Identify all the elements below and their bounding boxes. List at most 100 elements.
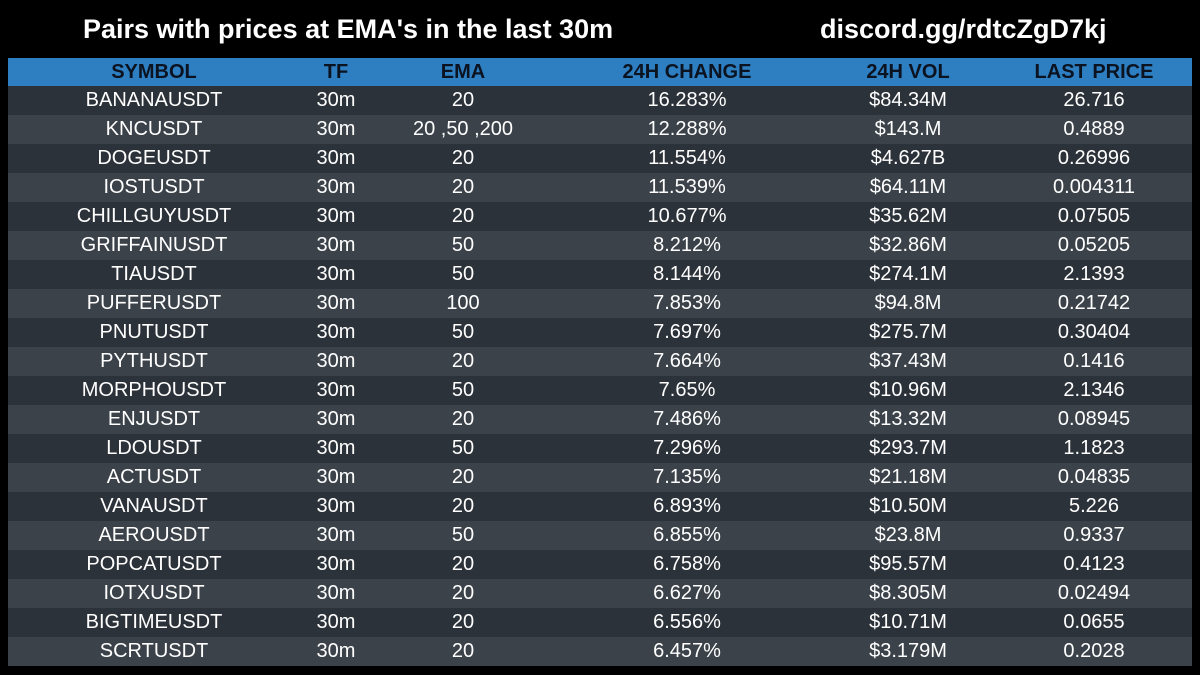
ema-cell: 20 — [451, 350, 475, 372]
symbol-cell: MORPHOUSDT — [81, 379, 227, 401]
tf-cell: 30m — [316, 147, 356, 169]
ema-cell: 20 — [451, 205, 475, 227]
ema-cell: 20 — [451, 176, 475, 198]
symbol-cell: IOTXUSDT — [103, 582, 205, 604]
price-cell: 0.004311 — [1053, 176, 1135, 198]
price-cell: 0.26996 — [1057, 147, 1131, 169]
discord-invite-link[interactable]: discord.gg/rdtcZgD7kj — [820, 14, 1107, 44]
symbol-cell: DOGEUSDT — [97, 147, 211, 169]
price-cell: 0.04835 — [1057, 466, 1131, 488]
symbol-cell: CHILLGUYUSDT — [76, 205, 232, 227]
change-cell: 6.893% — [653, 495, 721, 517]
volume-cell: $64.11M — [869, 176, 947, 198]
price-cell: 2.1393 — [1063, 263, 1125, 285]
table-row: BIGTIMEUSDT 30m 20 6.556% $10.71M 0.0655 — [8, 608, 1192, 637]
tf-cell: 30m — [316, 611, 356, 633]
tf-cell: 30m — [316, 89, 356, 111]
volume-cell: $35.62M — [869, 205, 947, 227]
table-row: TIAUSDT 30m 50 8.144% $274.1M 2.1393 — [8, 260, 1192, 289]
symbol-cell: KNCUSDT — [105, 118, 203, 140]
symbol-cell: ACTUSDT — [106, 466, 202, 488]
volume-cell: $4.627B — [870, 147, 946, 169]
tf-cell: 30m — [316, 234, 356, 256]
table-header-row: SYMBOL TF EMA 24H CHANGE 24H VOL LAST PR… — [8, 58, 1192, 86]
tf-cell: 30m — [316, 408, 356, 430]
change-cell: 8.212% — [653, 234, 721, 256]
symbol-cell: PUFFERUSDT — [86, 292, 222, 314]
volume-cell: $275.7M — [869, 321, 947, 343]
tf-cell: 30m — [316, 553, 356, 575]
table-row: IOSTUSDT 30m 20 11.539% $64.11M 0.004311 — [8, 173, 1192, 202]
symbol-cell: ENJUSDT — [107, 408, 201, 430]
symbol-cell: LDOUSDT — [106, 437, 202, 459]
symbol-cell: IOSTUSDT — [103, 176, 205, 198]
tf-cell: 30m — [316, 350, 356, 372]
ema-cell: 20 — [451, 89, 475, 111]
volume-cell: $21.18M — [869, 466, 947, 488]
table-row: IOTXUSDT 30m 20 6.627% $8.305M 0.02494 — [8, 579, 1192, 608]
column-header-tf: TF — [323, 60, 349, 83]
volume-cell: $10.96M — [869, 379, 947, 401]
table-row: LDOUSDT 30m 50 7.296% $293.7M 1.1823 — [8, 434, 1192, 463]
tf-cell: 30m — [316, 118, 356, 140]
change-cell: 7.135% — [653, 466, 721, 488]
column-header-ema: EMA — [440, 60, 486, 83]
table-row: GRIFFAINUSDT 30m 50 8.212% $32.86M 0.05205 — [8, 231, 1192, 260]
volume-cell: $10.50M — [869, 495, 947, 517]
price-cell: 0.4889 — [1063, 118, 1125, 140]
price-cell: 0.08945 — [1057, 408, 1131, 430]
table-row: DOGEUSDT 30m 20 11.554% $4.627B 0.26996 — [8, 144, 1192, 173]
tf-cell: 30m — [316, 176, 356, 198]
ema-cell: 20 — [451, 553, 475, 575]
change-cell: 7.853% — [653, 292, 721, 314]
price-cell: 0.2028 — [1063, 640, 1125, 662]
column-header-24h-change: 24H CHANGE — [622, 60, 752, 83]
tf-cell: 30m — [316, 437, 356, 459]
table-row: CHILLGUYUSDT 30m 20 10.677% $35.62M 0.07505 — [8, 202, 1192, 231]
ema-cell: 50 — [451, 379, 475, 401]
price-cell: 0.4123 — [1063, 553, 1125, 575]
table-row: VANAUSDT 30m 20 6.893% $10.50M 5.226 — [8, 492, 1192, 521]
tf-cell: 30m — [316, 321, 356, 343]
price-cell: 0.05205 — [1057, 234, 1131, 256]
tf-cell: 30m — [316, 292, 356, 314]
page-header: Pairs with prices at EMA's in the last 3… — [0, 0, 1200, 58]
change-cell: 7.697% — [653, 321, 721, 343]
volume-cell: $84.34M — [869, 89, 947, 111]
table-row: AEROUSDT 30m 50 6.855% $23.8M 0.9337 — [8, 521, 1192, 550]
tf-cell: 30m — [316, 495, 356, 517]
change-cell: 6.627% — [653, 582, 721, 604]
ema-cell: 100 — [446, 292, 480, 314]
change-cell: 6.855% — [653, 524, 721, 546]
symbol-cell: POPCATUSDT — [86, 553, 222, 575]
ema-cell: 50 — [451, 263, 475, 285]
volume-cell: $94.8M — [874, 292, 942, 314]
table-row: PYTHUSDT 30m 20 7.664% $37.43M 0.1416 — [8, 347, 1192, 376]
volume-cell: $13.32M — [869, 408, 947, 430]
column-header-24h-vol: 24H VOL — [866, 60, 950, 83]
symbol-cell: BIGTIMEUSDT — [85, 611, 223, 633]
change-cell: 11.539% — [648, 176, 726, 198]
tf-cell: 30m — [316, 263, 356, 285]
change-cell: 7.486% — [653, 408, 721, 430]
symbol-cell: SCRTUSDT — [99, 640, 209, 662]
tf-cell: 30m — [316, 205, 356, 227]
page-title: Pairs with prices at EMA's in the last 3… — [83, 14, 614, 44]
ema-cell: 20 — [451, 640, 475, 662]
symbol-cell: GRIFFAINUSDT — [80, 234, 228, 256]
table-row: POPCATUSDT 30m 20 6.758% $95.57M 0.4123 — [8, 550, 1192, 579]
column-header-last-price: LAST PRICE — [1034, 60, 1154, 83]
symbol-cell: AEROUSDT — [98, 524, 210, 546]
price-cell: 0.0655 — [1063, 611, 1125, 633]
volume-cell: $274.1M — [869, 263, 947, 285]
ema-cell: 20 — [451, 408, 475, 430]
tf-cell: 30m — [316, 524, 356, 546]
ema-cell: 20 ,50 ,200 — [412, 118, 514, 140]
volume-cell: $143.M — [874, 118, 942, 140]
column-header-symbol: SYMBOL — [111, 60, 197, 83]
change-cell: 12.288% — [647, 118, 727, 140]
ema-cell: 20 — [451, 495, 475, 517]
price-cell: 2.1346 — [1063, 379, 1125, 401]
price-cell: 0.1416 — [1063, 350, 1125, 372]
ema-cell: 50 — [451, 321, 475, 343]
